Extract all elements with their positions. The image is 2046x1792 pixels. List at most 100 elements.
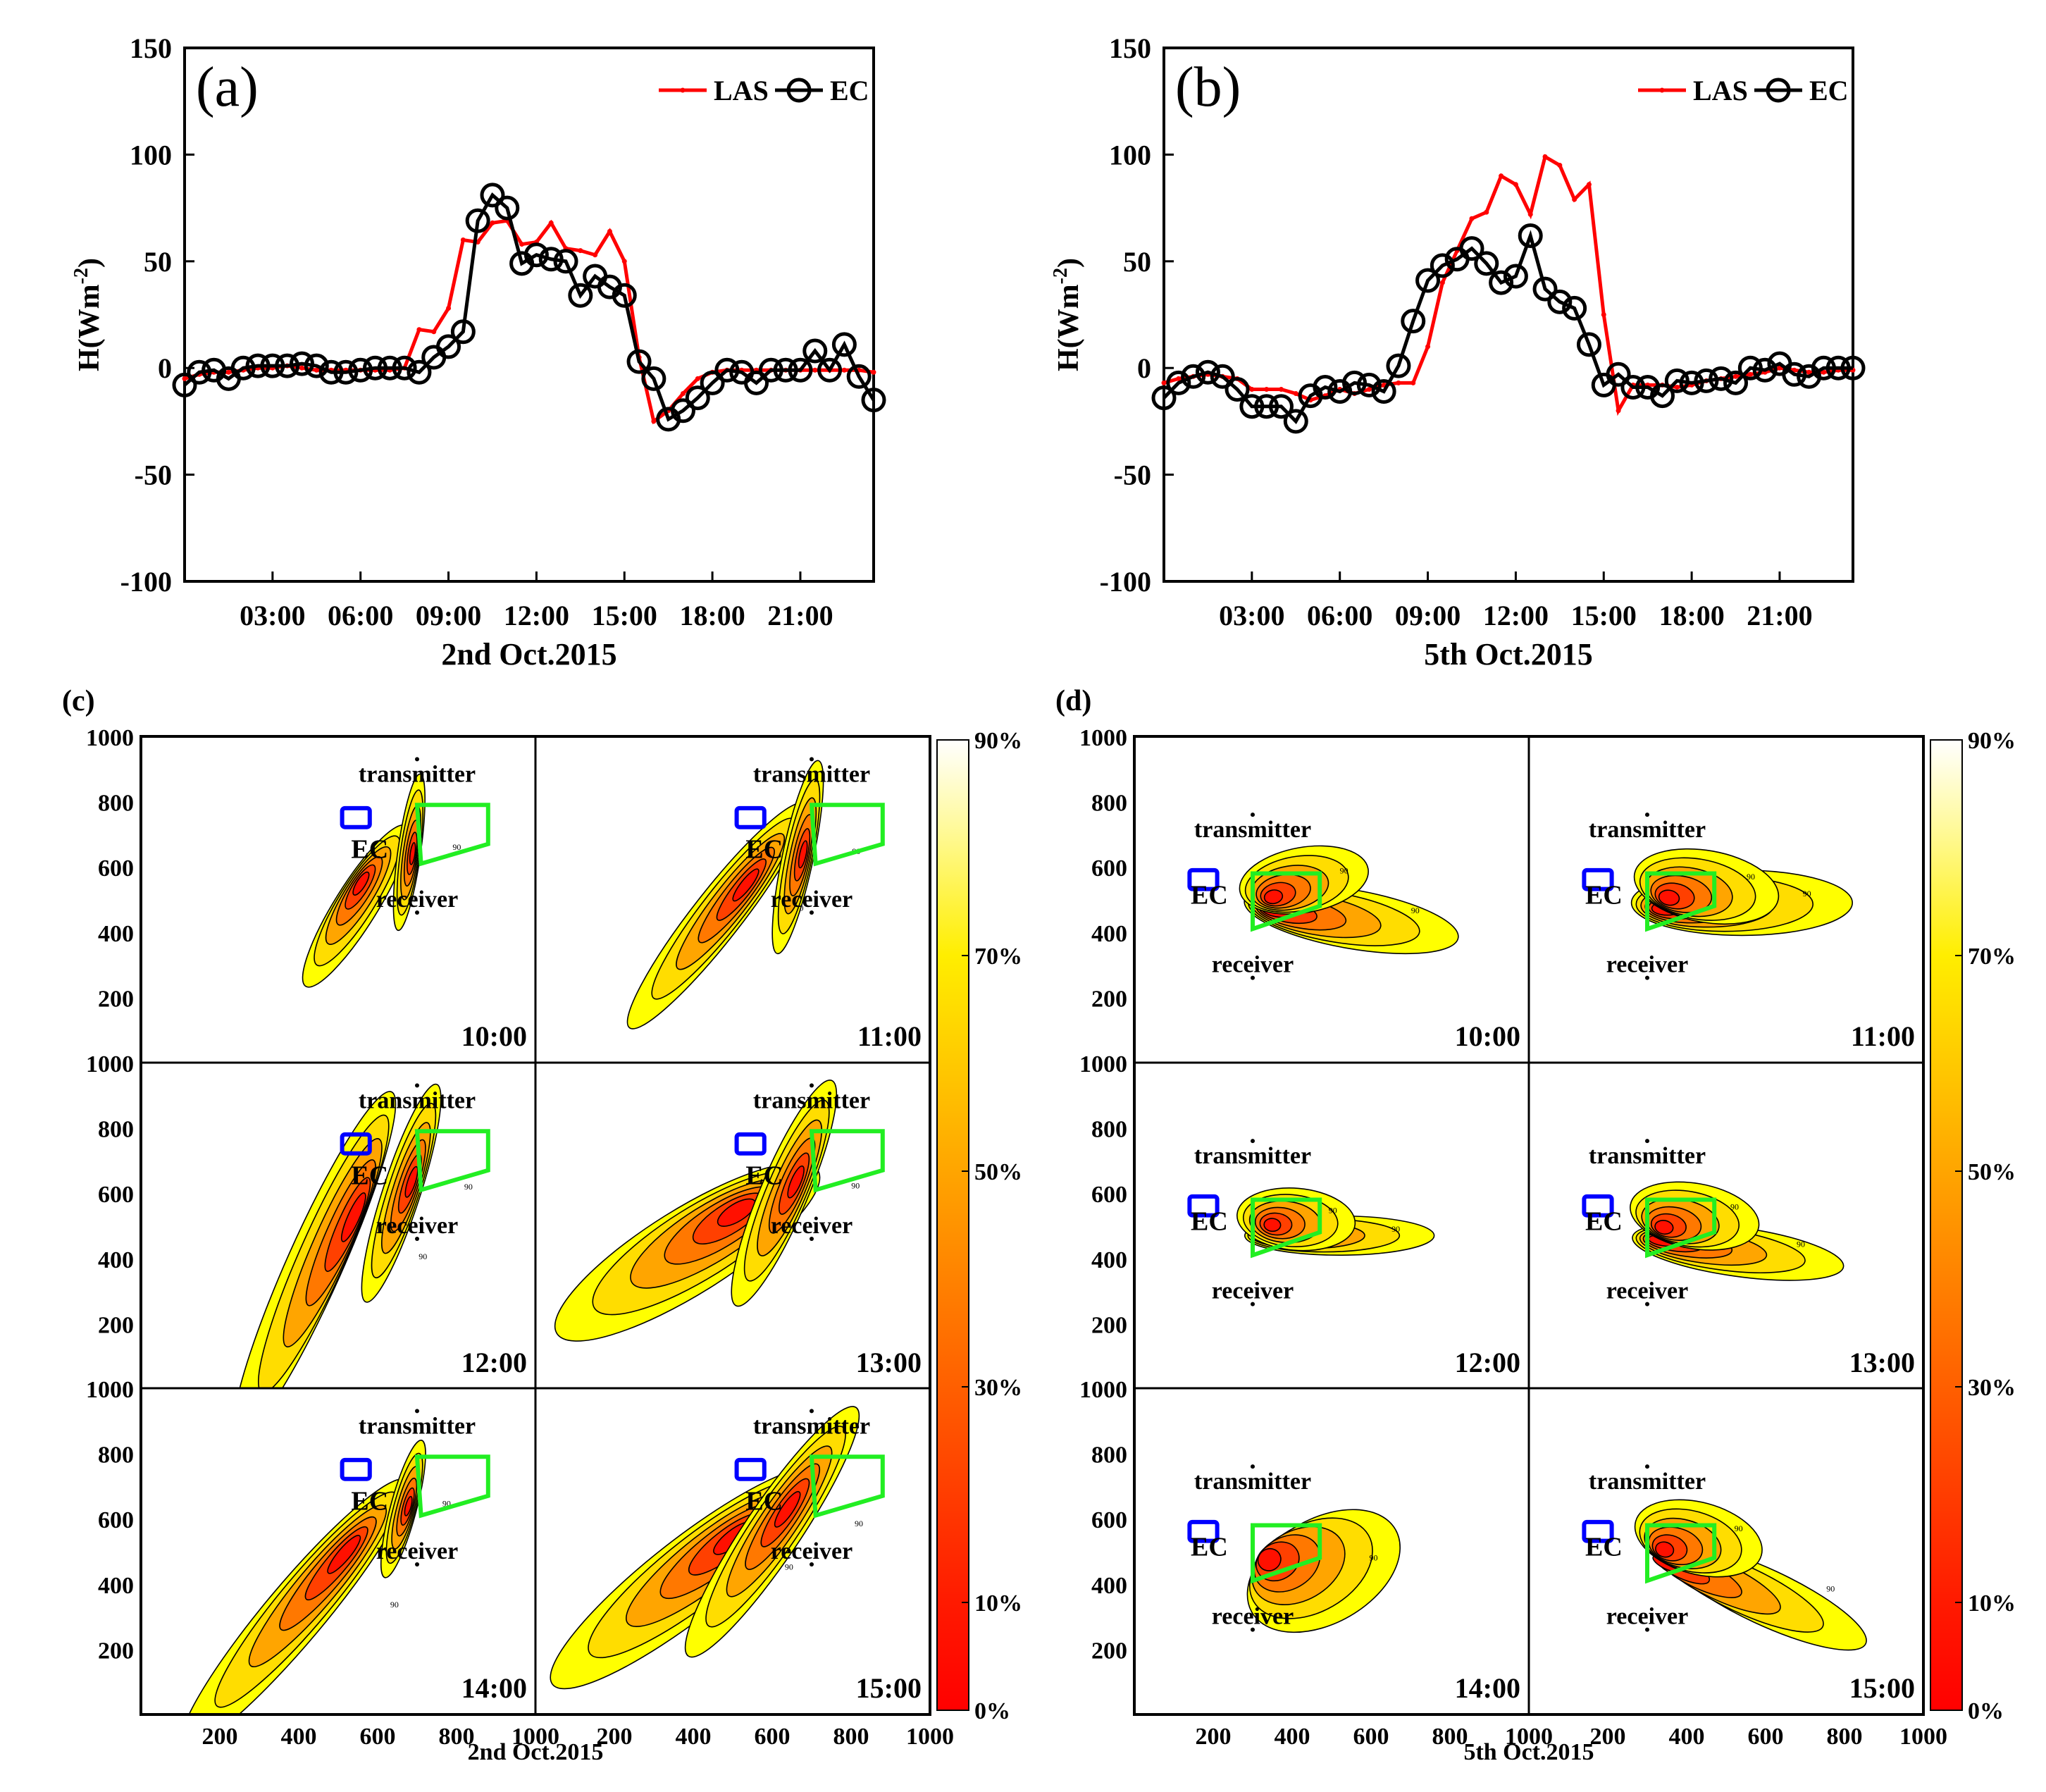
x-tick-label: 21:00 [767, 600, 833, 631]
las-path-region [1251, 871, 1322, 932]
y-tick-label: 1000 [1079, 725, 1127, 751]
ec-point [1503, 264, 1528, 289]
receiver-label: receiver [1606, 1604, 1688, 1630]
las-point [871, 369, 876, 375]
las-point [607, 228, 612, 234]
subplot-1500: 90 90 transmitter receiver EC 15:00 [550, 1406, 922, 1704]
subplot-time-label: 15:00 [1849, 1672, 1915, 1704]
x-tick-label: 03:00 [1219, 600, 1284, 631]
y-tick-label: 800 [98, 1117, 134, 1143]
panel-label: (a) [196, 56, 259, 118]
footprint-group: 90 90 [1630, 848, 1853, 937]
ec-point [245, 353, 271, 378]
ec-label: EC [351, 1487, 388, 1516]
contour-value-label: 90 [1369, 1552, 1377, 1562]
las-path-region [1251, 1197, 1322, 1259]
legend-las-label: LAS [714, 75, 769, 106]
las-point [1733, 373, 1739, 379]
ec-point [1356, 372, 1382, 397]
las-point [1586, 182, 1592, 187]
las-point [1249, 386, 1255, 392]
x-tick-label: 200 [1196, 1724, 1232, 1750]
colorbar-tick-label: 90% [974, 728, 1022, 754]
ec-point [773, 357, 798, 383]
las-point [841, 367, 847, 373]
receiver-label: receiver [376, 886, 458, 913]
las-point [1527, 211, 1533, 217]
contour-value-label: 90 [1826, 1583, 1835, 1593]
footprint-group: 90 90 [550, 1406, 863, 1690]
ec-footprint-box [1582, 1194, 1614, 1218]
y-tick-label: 1000 [86, 725, 134, 751]
contour-value-label: 90 [418, 1252, 427, 1261]
colorbar [936, 739, 969, 1711]
x-tick-label: 400 [1275, 1724, 1310, 1750]
plot-frame [183, 47, 875, 583]
las-point [460, 237, 466, 243]
y-tick-label: 800 [98, 1442, 134, 1469]
ec-point [1694, 368, 1719, 393]
ec-point [1401, 309, 1426, 334]
ec-point [304, 353, 329, 378]
ec-point [538, 247, 564, 272]
footprint-contour-1-5 [404, 1166, 418, 1198]
footprint-group: 90 90 [1239, 845, 1459, 955]
ec-point [1489, 270, 1514, 295]
footprint-contour-1-5 [1655, 1541, 1675, 1558]
las-point [1469, 216, 1475, 221]
ec-point [172, 372, 197, 397]
footprint-contour-1-5 [1263, 889, 1284, 905]
las-point [1278, 386, 1284, 392]
ec-point [348, 357, 373, 383]
transmitter-marker [1645, 1464, 1649, 1469]
contour-value-label: 90 [1735, 1524, 1743, 1533]
las-point [1674, 384, 1680, 390]
x-tick-label: 1000 [1899, 1724, 1947, 1750]
ec-point [1562, 295, 1587, 321]
x-tick-label: 15:00 [592, 600, 657, 631]
ec-point [1166, 370, 1191, 395]
ec-footprint-box [1187, 867, 1220, 891]
footprint-contour-1-5 [1658, 889, 1680, 906]
subplot-1400: 90 transmitter receiver EC 14:00 [1187, 1464, 1520, 1704]
receiver-label: receiver [376, 1538, 458, 1564]
ec-footprint-box [340, 1457, 372, 1481]
receiver-label: receiver [771, 1538, 852, 1564]
receiver-label: receiver [771, 1213, 852, 1239]
ec-footprint-box [340, 805, 372, 829]
colorbar-tick-label: 70% [1968, 944, 2016, 970]
y-tick-label: 150 [1109, 32, 1151, 64]
x-tick-label: 09:00 [1395, 600, 1461, 631]
ec-point [817, 357, 843, 383]
transmitter-label: transmitter [1589, 1469, 1706, 1495]
las-point [548, 220, 554, 225]
ec-point [685, 385, 710, 411]
ec-footprint-box [734, 1457, 767, 1481]
las-path-region [1645, 1197, 1717, 1259]
legend-las-label: LAS [1693, 75, 1748, 106]
ec-point [626, 349, 652, 374]
subplot-time-label: 11:00 [857, 1020, 922, 1052]
las-point [519, 242, 525, 247]
ec-footprint-box [340, 1132, 372, 1156]
las-path-region [1645, 871, 1717, 932]
ec-point [788, 357, 813, 383]
ec-point [1825, 355, 1851, 381]
contour-value-label: 90 [1797, 1240, 1805, 1249]
las-point [621, 259, 627, 264]
x-tick-label: 12:00 [504, 600, 569, 631]
las-point [1601, 312, 1606, 317]
x-tick-label: 600 [1353, 1724, 1389, 1750]
colorbar [1930, 739, 1963, 1711]
legend-las-marker [1659, 87, 1665, 93]
x-tick-label: 600 [360, 1724, 396, 1750]
las-point [1396, 380, 1401, 385]
y-tick-label: 200 [1091, 1638, 1127, 1664]
ec-point [392, 355, 417, 381]
x-tick-label: 03:00 [240, 600, 305, 631]
x-tick-label: 400 [1669, 1724, 1705, 1750]
y-tick-label: 400 [1091, 1247, 1127, 1273]
ec-point [1752, 357, 1778, 383]
x-axis-label: 2nd Oct.2015 [441, 637, 616, 672]
ec-point [1664, 368, 1690, 393]
